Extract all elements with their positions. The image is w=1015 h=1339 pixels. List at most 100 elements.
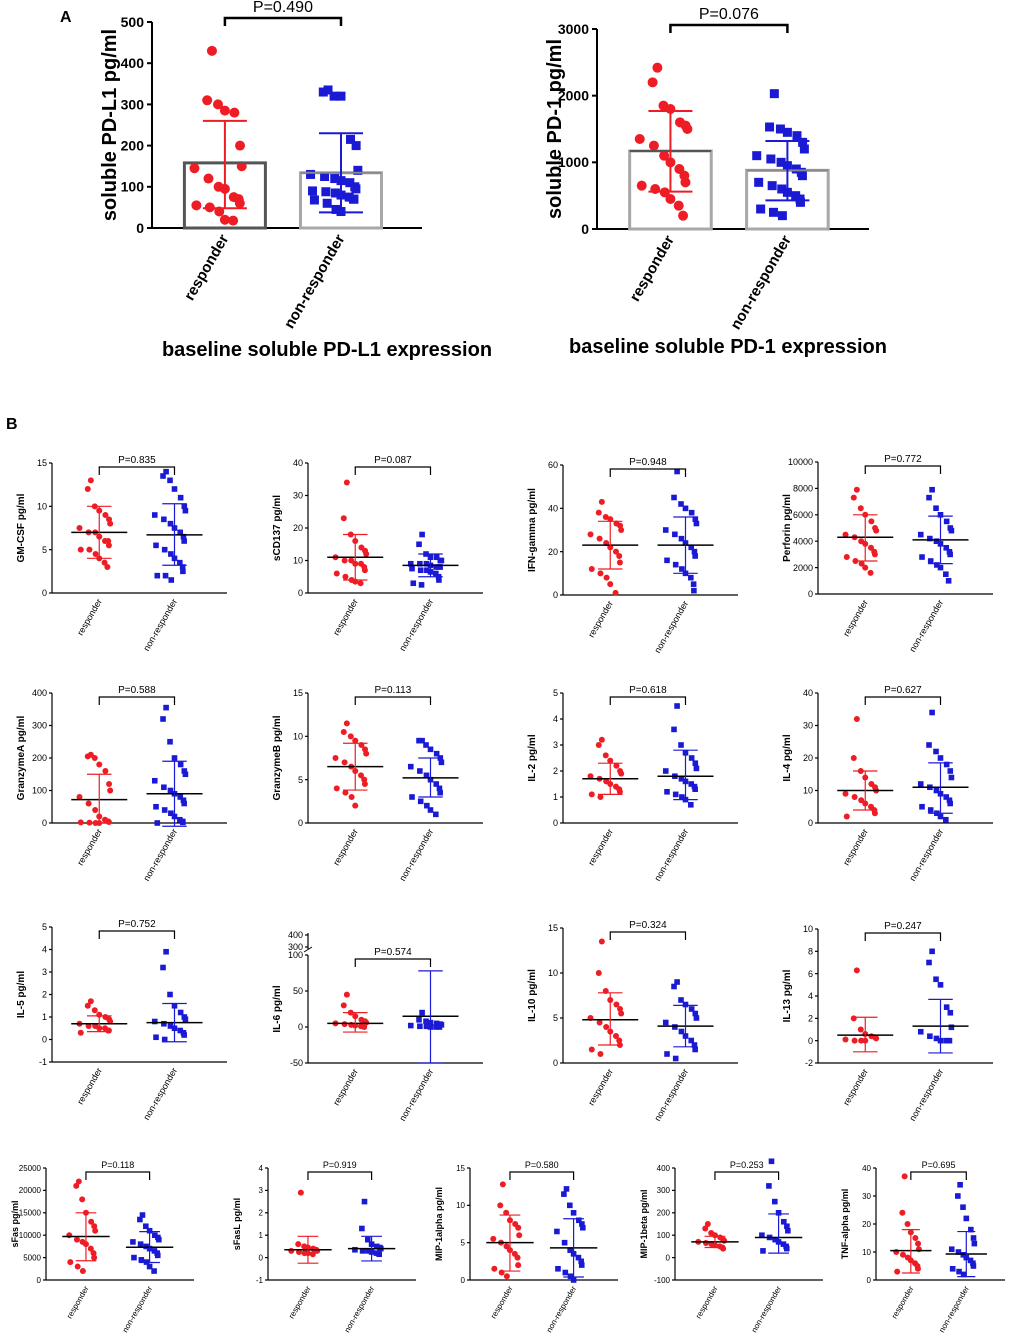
point-non-responder	[678, 535, 685, 542]
point-responder	[88, 1218, 95, 1225]
chart-pd1: 0 1000 2000 3000 soluble PD-1 pg/ml responder…	[544, 6, 887, 358]
point-non-responder	[433, 781, 440, 787]
category-label-responder: responder	[586, 827, 615, 867]
y-tick-label: 400	[657, 1164, 671, 1173]
point-non-responder	[153, 1034, 159, 1041]
point-non-responder	[163, 468, 169, 475]
p-value: P=0.948	[629, 457, 667, 468]
point-responder	[84, 486, 91, 492]
y-axis-label: Perforin pg/ml	[782, 494, 793, 562]
point-responder	[901, 1173, 908, 1180]
point-responder	[91, 1007, 98, 1014]
point-non-responder	[351, 184, 361, 194]
y-tick-label: 300	[121, 96, 145, 112]
point-responder	[607, 516, 614, 523]
point-non-responder	[161, 546, 168, 553]
point-non-responder	[168, 577, 175, 583]
chart-tnfa: 0 10 20 30 40 TNF-alpha pg/ml responder non-res…	[840, 1160, 1005, 1334]
y-tick-label: 2	[42, 990, 47, 1000]
point-non-responder	[153, 542, 159, 549]
point-responder	[106, 781, 113, 787]
point-non-responder	[772, 1198, 778, 1205]
point-non-responder	[775, 124, 785, 134]
point-non-responder	[320, 172, 330, 181]
point-non-responder	[161, 1020, 167, 1027]
point-responder	[587, 773, 594, 780]
point-responder	[612, 589, 619, 596]
point-non-responder	[576, 1217, 582, 1224]
point-non-responder	[929, 486, 935, 493]
category-label-responder: responder	[75, 1066, 104, 1106]
point-responder	[607, 757, 614, 764]
y-tick-label: 1	[42, 1012, 47, 1022]
point-non-responder	[562, 1269, 569, 1276]
point-non-responder	[688, 1037, 695, 1044]
point-non-responder	[767, 181, 777, 191]
point-non-responder	[359, 1225, 365, 1232]
point-non-responder	[180, 819, 186, 826]
point-non-responder	[760, 1248, 766, 1254]
point-responder	[659, 150, 670, 161]
point-responder	[603, 1024, 610, 1030]
point-non-responder	[929, 709, 935, 716]
point-non-responder	[792, 131, 802, 141]
point-responder	[873, 1035, 880, 1042]
category-label-responder: responder	[65, 1284, 91, 1320]
point-responder	[203, 173, 214, 184]
point-non-responder	[181, 1032, 187, 1038]
category-label-responder: responder	[694, 1284, 720, 1320]
point-non-responder	[682, 1001, 689, 1008]
y-tick-label: 10	[456, 1201, 465, 1210]
point-responder	[853, 716, 860, 722]
point-non-responder	[929, 948, 935, 955]
point-responder	[234, 198, 245, 209]
y-tick-label: 8000	[793, 484, 813, 494]
point-non-responder	[917, 781, 924, 787]
y-tick-label: 3	[259, 1186, 264, 1195]
point-responder	[79, 1196, 86, 1203]
category-label-responder: responder	[75, 597, 104, 637]
y-tick-label: 100	[657, 1231, 671, 1240]
point-non-responder	[417, 768, 423, 774]
y-tick-label: 15	[37, 458, 47, 468]
point-responder	[595, 742, 602, 748]
point-responder	[361, 781, 368, 787]
point-non-responder	[359, 1248, 366, 1254]
y-tick-label: 200	[32, 753, 47, 763]
point-non-responder	[177, 761, 184, 768]
point-responder	[603, 574, 610, 581]
point-responder	[191, 200, 202, 211]
point-non-responder	[322, 198, 332, 208]
point-non-responder	[409, 794, 415, 800]
point-non-responder	[180, 797, 187, 804]
point-non-responder	[671, 983, 677, 990]
y-tick-label: 0	[553, 590, 558, 600]
point-non-responder	[423, 772, 430, 779]
y-axis-label: sFas pg/ml	[10, 1200, 20, 1247]
point-non-responder	[766, 154, 776, 164]
point-responder	[853, 486, 860, 493]
point-responder	[67, 1259, 74, 1266]
y-tick-label: 4	[42, 945, 47, 955]
y-axis-label: sFasL pg/ml	[232, 1198, 242, 1250]
y-tick-label: 50	[293, 986, 303, 996]
p-value: P=0.118	[101, 1160, 134, 1170]
point-non-responder	[181, 768, 188, 774]
point-non-responder	[678, 997, 684, 1003]
y-axis-label: GranzymeB pg/ml	[272, 715, 283, 800]
y-tick-label: 3	[553, 740, 558, 750]
point-responder	[352, 737, 359, 744]
point-responder	[341, 759, 348, 766]
point-non-responder	[167, 520, 174, 527]
y-tick-label: 2000	[558, 88, 589, 104]
point-non-responder	[180, 568, 186, 575]
category-label-non-responder: non-responder	[652, 1067, 690, 1123]
point-responder	[652, 62, 663, 73]
point-non-responder	[554, 1228, 560, 1235]
point-non-responder	[160, 964, 166, 971]
point-non-responder	[168, 551, 174, 557]
y-axis-label: IL-5 pg/ml	[16, 971, 27, 1018]
y-tick-label: -1	[39, 1057, 47, 1067]
point-responder	[843, 813, 850, 820]
